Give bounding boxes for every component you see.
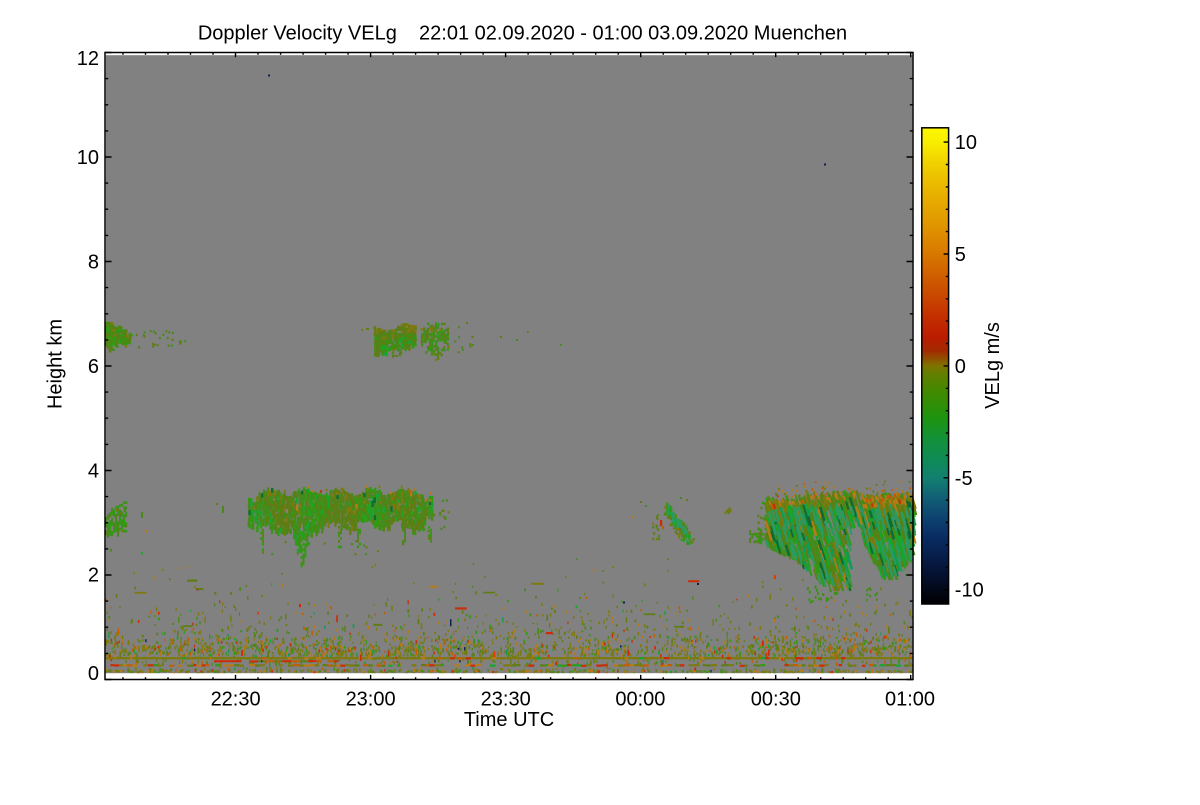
svg-text:VELg m/s: VELg m/s [982,322,1004,409]
svg-text:5: 5 [955,244,966,266]
svg-text:Time UTC: Time UTC [464,709,554,731]
svg-text:12: 12 [77,48,99,70]
svg-text:2: 2 [88,565,99,587]
svg-text:01:00: 01:00 [885,689,935,711]
svg-text:10: 10 [77,147,99,169]
svg-text:10: 10 [955,132,977,154]
svg-text:00:00: 00:00 [615,689,665,711]
svg-text:Doppler Velocity VELg 22:01: Doppler Velocity VELg 22:01 02.09.2020 -… [198,23,847,45]
svg-text:23:30: 23:30 [481,689,531,711]
svg-text:-10: -10 [955,580,984,602]
svg-text:0: 0 [955,356,966,378]
svg-text:00:30: 00:30 [751,689,801,711]
svg-text:0: 0 [88,663,99,685]
svg-text:-5: -5 [955,468,973,490]
svg-text:8: 8 [88,252,99,274]
svg-text:Height km: Height km [45,319,67,409]
svg-text:4: 4 [88,460,99,482]
svg-text:6: 6 [88,356,99,378]
svg-text:23:00: 23:00 [346,689,396,711]
svg-text:22:30: 22:30 [211,689,261,711]
